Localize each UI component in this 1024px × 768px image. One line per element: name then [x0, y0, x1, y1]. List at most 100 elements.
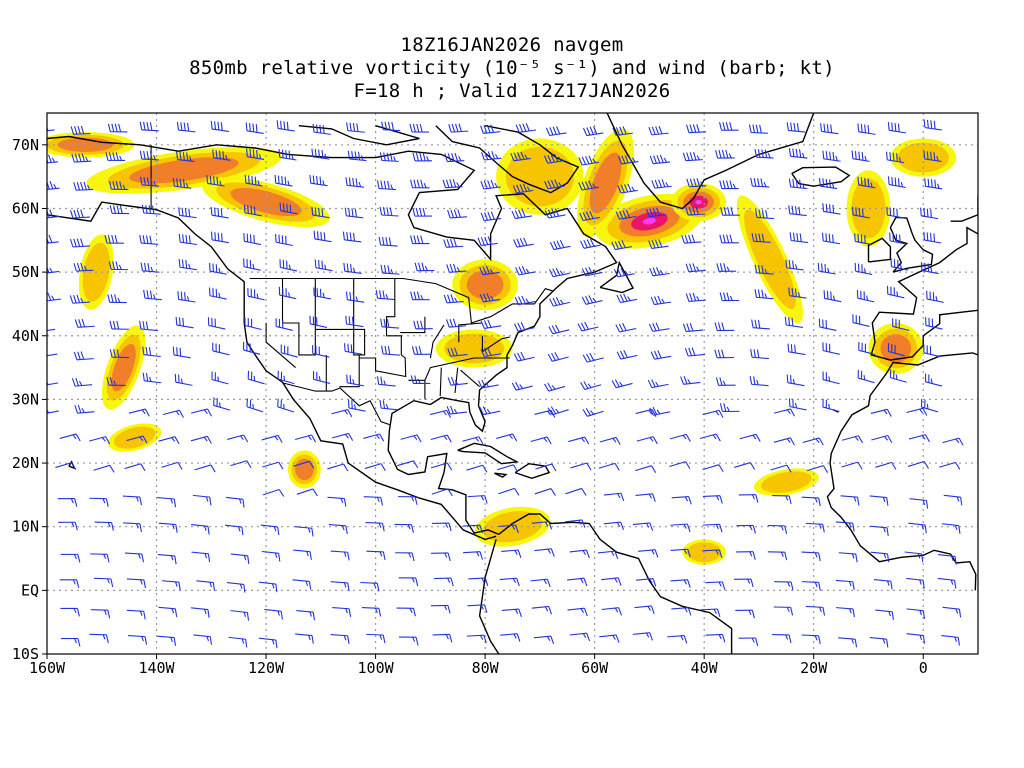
wind-barb	[501, 608, 522, 618]
wind-barb	[787, 343, 806, 356]
wind-barb	[568, 436, 590, 445]
wind-barb	[870, 551, 890, 563]
wind-barb	[139, 320, 158, 332]
wind-barb	[515, 123, 537, 133]
wind-barb	[923, 119, 942, 131]
wind-barb	[380, 318, 400, 329]
wind-barb	[597, 550, 619, 560]
wind-barb	[443, 294, 464, 304]
wind-barb	[923, 344, 941, 358]
wind-barb	[410, 235, 430, 245]
lon-label: 0	[919, 659, 928, 677]
wind-barb	[501, 549, 522, 558]
lat-label: 30N	[12, 390, 39, 408]
wind-barb	[841, 435, 863, 444]
wind-barb	[246, 398, 264, 413]
wind-barb	[230, 553, 250, 565]
wind-barb	[822, 203, 841, 215]
wind-barb	[381, 121, 401, 132]
wind-barb	[767, 551, 788, 561]
wind-barb	[599, 436, 621, 445]
coastline-segment	[494, 472, 508, 478]
wind-barb	[543, 153, 565, 164]
wind-barb	[262, 461, 284, 470]
wind-barb	[851, 206, 870, 219]
wind-barb	[467, 495, 488, 504]
wind-barb	[818, 318, 837, 331]
wind-barb	[55, 462, 77, 471]
wind-barb	[875, 461, 897, 470]
wind-barb	[295, 633, 314, 644]
wind-barb	[60, 637, 81, 647]
wind-barb	[124, 463, 146, 472]
wind-barb	[544, 179, 565, 190]
wind-barb	[122, 495, 143, 506]
wind-barb	[69, 209, 90, 219]
wind-barb	[854, 233, 872, 246]
wind-barb	[462, 436, 484, 445]
wind-barb	[822, 398, 840, 413]
wind-barb	[579, 238, 601, 249]
wind-barb	[920, 398, 938, 413]
wind-barb	[126, 609, 146, 620]
wind-barb	[906, 633, 926, 644]
wind-barb	[634, 605, 655, 614]
wind-barb	[714, 322, 735, 332]
wind-barb	[513, 351, 535, 362]
wind-barb	[314, 259, 333, 272]
wind-barb	[243, 204, 262, 217]
wind-barb	[748, 124, 769, 134]
wind-barb	[104, 234, 124, 244]
coastline-segment	[298, 125, 420, 146]
wind-barb	[751, 233, 771, 243]
wind-barb	[190, 607, 210, 618]
wind-barb	[58, 521, 78, 531]
wind-barb	[852, 314, 870, 327]
wind-barb	[788, 148, 808, 159]
wind-barb	[650, 295, 672, 306]
wind-barb	[514, 295, 536, 306]
wind-barb	[822, 342, 840, 355]
wind-barb	[261, 434, 283, 443]
wind-barb	[379, 399, 399, 411]
map-title-line1: 18Z16JAN2026 navgem	[400, 34, 624, 56]
wind-barb	[774, 581, 794, 591]
wind-barb	[243, 258, 261, 271]
wind-barb	[379, 206, 399, 217]
wind-barb	[247, 370, 265, 385]
wind-barb	[70, 125, 91, 135]
latitude-labels: 70N 60N 50N 40N 30N 20N 10N EQ 10S	[12, 136, 39, 663]
wind-barb	[71, 153, 92, 163]
wind-barb	[73, 262, 94, 272]
wind-barb	[446, 318, 467, 328]
wind-barb	[603, 492, 625, 502]
wind-barb	[444, 152, 465, 163]
wind-barb	[886, 151, 905, 164]
wind-barb	[246, 148, 265, 160]
wind-barb	[375, 289, 395, 301]
wind-barb	[175, 316, 194, 329]
wind-barb	[838, 552, 858, 563]
lon-label: 160W	[29, 659, 66, 677]
wind-barb	[650, 350, 672, 360]
wind-barb	[875, 609, 894, 620]
lon-label: 120W	[248, 659, 285, 677]
lat-label: 10N	[12, 518, 39, 536]
political-border	[315, 278, 366, 356]
coastline-segment	[478, 539, 500, 654]
wind-barb	[431, 522, 452, 532]
wind-barb	[738, 637, 759, 647]
wind-barb	[365, 521, 385, 532]
wind-barb	[636, 436, 658, 445]
wind-barb	[108, 261, 129, 271]
wind-barb	[670, 579, 691, 588]
wind-barb	[648, 125, 669, 136]
wind-barb	[784, 316, 804, 328]
wind-barb	[430, 409, 452, 418]
wind-barb	[212, 342, 230, 356]
wind-barb	[871, 435, 893, 443]
wind-barb	[649, 267, 670, 277]
wind-barb	[739, 433, 761, 442]
wind-barb	[227, 434, 249, 443]
vorticity-patch	[736, 195, 804, 324]
